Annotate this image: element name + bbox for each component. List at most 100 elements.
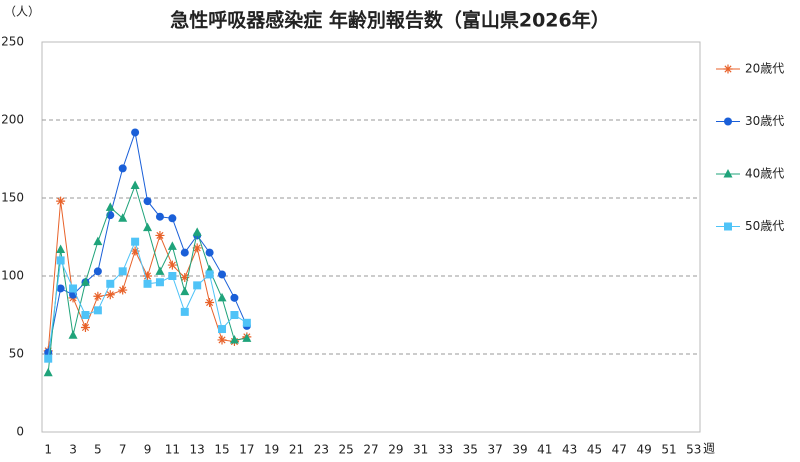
- x-tick-label: 5: [94, 443, 102, 457]
- y-tick-label: 200: [1, 113, 24, 127]
- x-tick-label: 1: [44, 443, 52, 457]
- x-tick-label: 29: [388, 443, 403, 457]
- legend-marker: [723, 169, 733, 178]
- point: [118, 267, 127, 276]
- y-tick-label: 0: [16, 425, 24, 439]
- point: [230, 311, 239, 319]
- x-tick-label: 51: [661, 443, 676, 457]
- point: [167, 241, 177, 250]
- point: [155, 230, 165, 240]
- x-tick-label: 39: [512, 443, 527, 457]
- x-tick-label: 23: [314, 443, 329, 457]
- point: [242, 333, 252, 342]
- point: [93, 306, 102, 315]
- point: [93, 236, 103, 246]
- point: [155, 266, 165, 275]
- x-tick-label: 43: [562, 443, 577, 457]
- point: [93, 267, 102, 276]
- point: [80, 322, 90, 332]
- point: [217, 335, 227, 345]
- x-tick-label: 37: [488, 443, 503, 457]
- legend-label: 30歳代: [745, 114, 784, 128]
- x-tick-label: 9: [144, 443, 152, 457]
- point: [218, 325, 227, 334]
- y-axis-label: （人）: [4, 5, 40, 19]
- point: [143, 271, 153, 281]
- point: [56, 256, 65, 265]
- x-tick-label: 25: [339, 443, 354, 457]
- point: [105, 290, 115, 300]
- x-tick-label: 35: [463, 443, 478, 457]
- point: [167, 260, 177, 270]
- point: [68, 330, 78, 339]
- point: [130, 180, 140, 190]
- point: [143, 279, 152, 288]
- point: [180, 248, 189, 257]
- point: [192, 243, 202, 253]
- legend-marker: [724, 222, 732, 231]
- point: [143, 197, 152, 206]
- point: [105, 202, 115, 211]
- x-tick-label: 15: [214, 443, 229, 457]
- point: [155, 278, 164, 287]
- y-tick-label: 100: [1, 269, 24, 283]
- point: [69, 284, 78, 293]
- point: [168, 214, 177, 223]
- x-tick-label: 17: [239, 443, 254, 457]
- point: [93, 291, 103, 301]
- point: [56, 244, 66, 253]
- legend-item: 50歳代: [716, 219, 784, 233]
- point: [56, 284, 65, 293]
- point: [205, 248, 214, 257]
- point: [242, 318, 251, 327]
- chart-title: 急性呼吸器感染症 年齢別報告数（富山県2026年）: [170, 9, 610, 32]
- point: [180, 286, 190, 296]
- legend-item: 40歳代: [716, 167, 784, 181]
- x-tick-label: 33: [438, 443, 453, 457]
- legend-item: 20歳代: [716, 62, 784, 76]
- point: [131, 237, 140, 246]
- point: [56, 196, 66, 206]
- x-tick-label: 47: [612, 443, 627, 457]
- x-axis-label: 週: [703, 442, 715, 456]
- point: [155, 212, 164, 221]
- point: [180, 273, 190, 283]
- point: [229, 334, 239, 344]
- point: [43, 367, 53, 377]
- series-line: [47, 130, 248, 353]
- x-tick-label: 41: [537, 443, 552, 457]
- y-tick-label: 150: [1, 191, 24, 205]
- legend-marker: [723, 64, 733, 74]
- point: [118, 213, 128, 222]
- point: [230, 293, 239, 302]
- x-tick-label: 13: [190, 443, 205, 457]
- x-tick-label: 45: [587, 443, 602, 457]
- point: [143, 222, 153, 232]
- series-line: [47, 240, 248, 359]
- legend-item: 30歳代: [716, 114, 784, 128]
- legend-label: 20歳代: [745, 62, 784, 76]
- x-tick-label: 21: [289, 443, 304, 457]
- point: [217, 292, 227, 302]
- x-tick-label: 53: [686, 443, 701, 457]
- legend-label: 50歳代: [745, 219, 784, 233]
- legend-label: 40歳代: [745, 167, 784, 181]
- point: [205, 298, 215, 308]
- point: [131, 128, 140, 137]
- x-tick-label: 11: [165, 443, 180, 457]
- x-tick-label: 19: [264, 443, 279, 457]
- point: [168, 272, 177, 280]
- x-tick-label: 27: [363, 443, 378, 457]
- x-tick-label: 31: [413, 443, 428, 457]
- point: [118, 285, 128, 295]
- point: [130, 246, 140, 256]
- point: [218, 270, 227, 279]
- point: [193, 281, 202, 290]
- point: [118, 164, 127, 173]
- point: [205, 270, 214, 279]
- point: [192, 227, 202, 236]
- point: [44, 354, 53, 363]
- y-tick-label: 250: [1, 35, 24, 49]
- plot-area: [41, 41, 701, 433]
